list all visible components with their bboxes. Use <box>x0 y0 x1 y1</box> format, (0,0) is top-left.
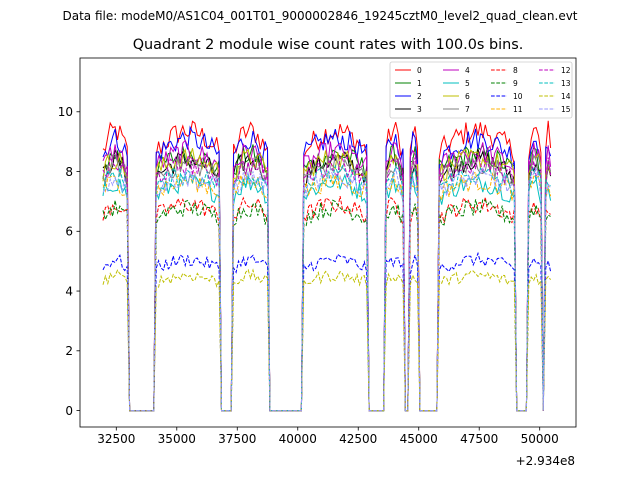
series-line-9 <box>102 198 551 412</box>
y-tick-label: 6 <box>65 225 73 239</box>
legend-label-15: 15 <box>561 105 571 114</box>
y-tick-label: 8 <box>65 165 73 179</box>
series-layer <box>102 120 552 412</box>
series-line-13 <box>102 164 551 412</box>
x-tick-label: 40000 <box>279 432 317 446</box>
legend-label-0: 0 <box>417 66 422 75</box>
legend-label-1: 1 <box>417 79 422 88</box>
x-tick-label: 42500 <box>339 432 377 446</box>
series-line-4 <box>102 139 552 412</box>
y-tick-label: 10 <box>58 105 73 119</box>
legend-label-4: 4 <box>465 66 470 75</box>
chart-title: Quadrant 2 module wise count rates with … <box>133 37 524 53</box>
y-tick-label: 0 <box>65 404 73 418</box>
axes-frame <box>79 57 577 428</box>
y-tick-label: 2 <box>65 344 73 358</box>
y-tick-label: 4 <box>65 284 73 298</box>
legend-label-3: 3 <box>417 105 422 114</box>
x-offset-label: +2.934e8 <box>516 454 575 468</box>
x-tick-label: 47500 <box>460 432 498 446</box>
x-tick-label: 50000 <box>521 432 559 446</box>
legend-box <box>389 61 573 119</box>
legend-label-5: 5 <box>465 79 470 88</box>
series-line-15 <box>102 166 552 412</box>
x-tick-label: 45000 <box>400 432 438 446</box>
x-tick-label: 32500 <box>97 432 135 446</box>
legend-label-12: 12 <box>561 66 571 75</box>
series-line-7 <box>102 153 552 412</box>
axes-layer: 32500 35000 37500 40000 42500 45000 47500 50000… <box>58 57 577 446</box>
legend-label-14: 14 <box>561 92 571 101</box>
x-tick-label: 37500 <box>218 432 256 446</box>
legend-label-11: 11 <box>513 105 523 114</box>
legend-label-2: 2 <box>417 92 422 101</box>
legend-label-8: 8 <box>513 66 518 75</box>
legend-label-10: 10 <box>513 92 523 101</box>
series-line-8 <box>102 196 551 412</box>
legend-label-9: 9 <box>513 79 518 88</box>
file-suptitle: Data file: modeM0/AS1C04_001T01_90000028… <box>62 9 577 23</box>
legend-label-6: 6 <box>465 92 470 101</box>
x-tick-label: 35000 <box>158 432 196 446</box>
series-line-11 <box>102 171 552 412</box>
legend-label-7: 7 <box>465 105 470 114</box>
series-line-12 <box>102 154 552 412</box>
series-line-10 <box>102 251 552 412</box>
series-line-2 <box>102 125 552 412</box>
legend-label-13: 13 <box>561 79 571 88</box>
